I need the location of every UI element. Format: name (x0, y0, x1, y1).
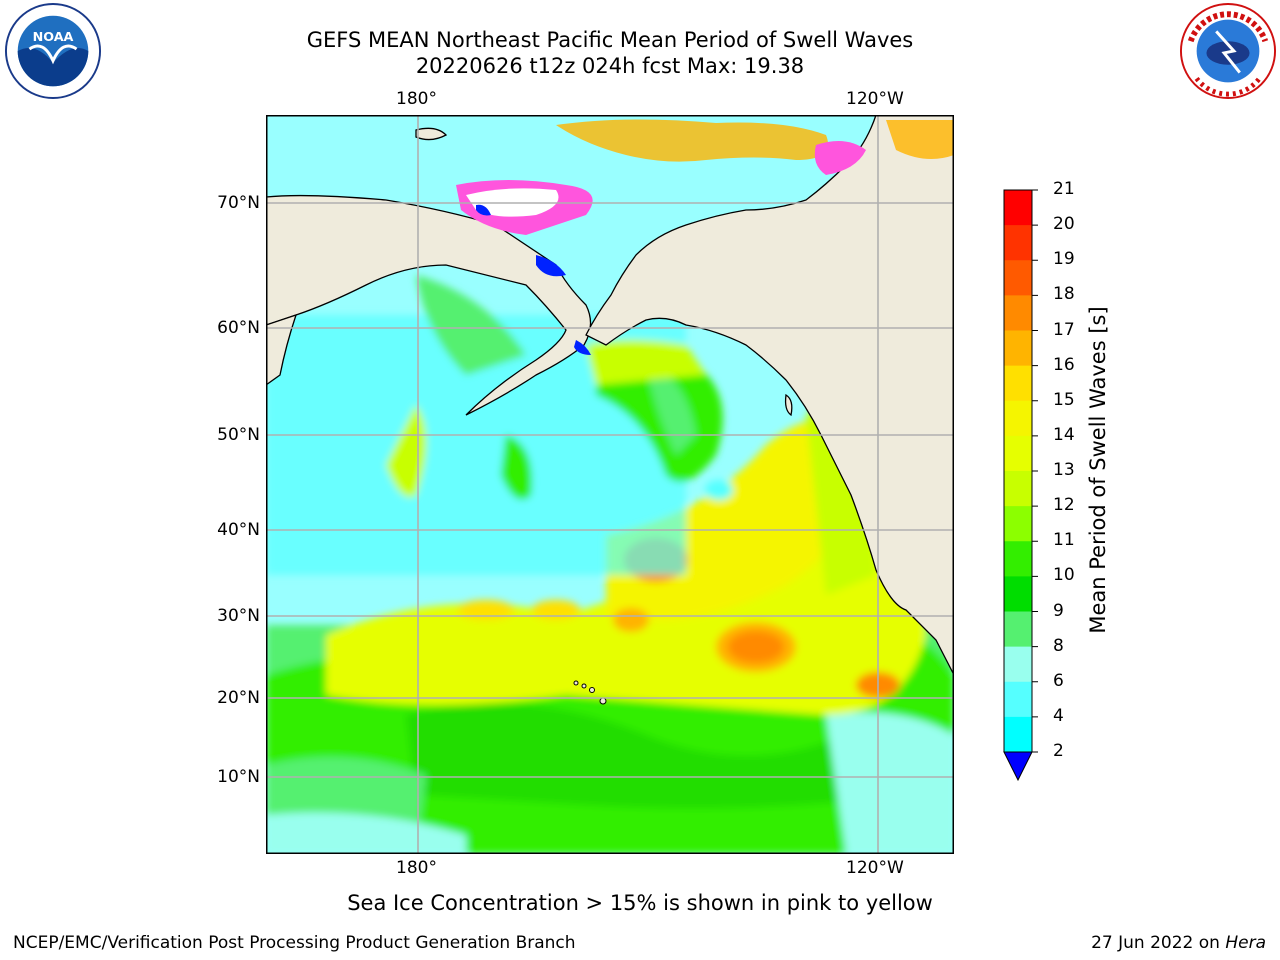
colorbar-bands (1003, 189, 1033, 753)
chart-title: GEFS MEAN Northeast Pacific Mean Period … (306, 28, 914, 52)
sea-ice (456, 119, 954, 355)
colorbar-tick-label: 19 (1053, 249, 1075, 270)
sea-ice-note: Sea Ice Concentration > 15% is shown in … (347, 891, 933, 915)
colorbar-band (1004, 576, 1032, 612)
swell-field (266, 275, 954, 854)
colorbar-tick-label: 20 (1053, 214, 1075, 235)
colorbar-tick-label: 17 (1053, 319, 1075, 340)
date-text: 27 Jun 2022 on (1091, 933, 1220, 953)
colorbar-tick-label: 4 (1053, 705, 1064, 726)
swell-period-map (266, 115, 954, 854)
noaa-logo-text: NOAA (33, 30, 74, 45)
colorbar-tick-label: 12 (1053, 495, 1075, 516)
colorbar-tick-label: 11 (1053, 530, 1075, 551)
colorbar-ticks (1032, 189, 1038, 753)
colorbar-band (1004, 295, 1032, 331)
host-name: Hera (1225, 933, 1266, 953)
colorbar-tick-label: 9 (1053, 600, 1064, 621)
graticule (266, 115, 954, 854)
lat-label-60n: 60°N (217, 318, 260, 338)
colorbar (1003, 189, 1038, 782)
colorbar-band (1004, 681, 1032, 718)
map-frame (266, 115, 954, 854)
colorbar-band (1004, 330, 1032, 367)
colorbar-title: Mean Period of Swell Waves [s] (1086, 306, 1110, 634)
lat-label-70n: 70°N (217, 193, 260, 213)
lat-label-50n: 50°N (217, 425, 260, 445)
chart-subtitle: 20220626 t12z 024h fcst Max: 19.38 (415, 54, 805, 78)
colorbar-band (1004, 260, 1032, 296)
lon-label-bottom-120w: 120°W (846, 858, 904, 878)
colorbar-tick-label: 16 (1053, 354, 1075, 375)
colorbar-band (1004, 541, 1032, 577)
colorbar-tick-label: 15 (1053, 389, 1075, 410)
colorbar-tick-label: 10 (1053, 565, 1075, 586)
credit-line: NCEP/EMC/Verification Post Processing Pr… (13, 933, 576, 953)
colorbar-band (1004, 471, 1032, 507)
colorbar-extend-triangle (1003, 751, 1033, 782)
colorbar-tick-label: 13 (1053, 460, 1075, 480)
colorbar-tick-label: 8 (1053, 635, 1064, 656)
lon-label-top-180: 180° (396, 89, 437, 109)
nws-logo (1179, 2, 1277, 100)
colorbar-band (1004, 506, 1032, 542)
colorbar-band (1004, 225, 1032, 261)
lat-label-10n: 10°N (217, 767, 260, 787)
colorbar-band (1004, 435, 1032, 472)
colorbar-tick-label: 6 (1053, 670, 1064, 691)
lon-label-top-120w: 120°W (846, 89, 904, 109)
colorbar-band (1004, 646, 1032, 683)
colorbar-band (1004, 611, 1032, 648)
lat-label-40n: 40°N (217, 520, 260, 540)
noaa-logo: NOAA (4, 2, 102, 100)
colorbar-tick-label: 21 (1053, 179, 1075, 199)
date-stamp: 27 Jun 2022 on Hera (1091, 933, 1266, 953)
colorbar-band (1004, 716, 1032, 753)
colorbar-band (1004, 190, 1032, 226)
lat-label-30n: 30°N (217, 606, 260, 626)
colorbar-band (1004, 365, 1032, 402)
colorbar-band (1004, 400, 1032, 437)
lat-label-20n: 20°N (217, 688, 260, 708)
colorbar-tick-label: 2 (1053, 741, 1064, 761)
colorbar-tick-label: 14 (1053, 424, 1075, 445)
lon-label-bottom-180: 180° (396, 858, 437, 878)
colorbar-tick-label: 18 (1053, 284, 1075, 305)
